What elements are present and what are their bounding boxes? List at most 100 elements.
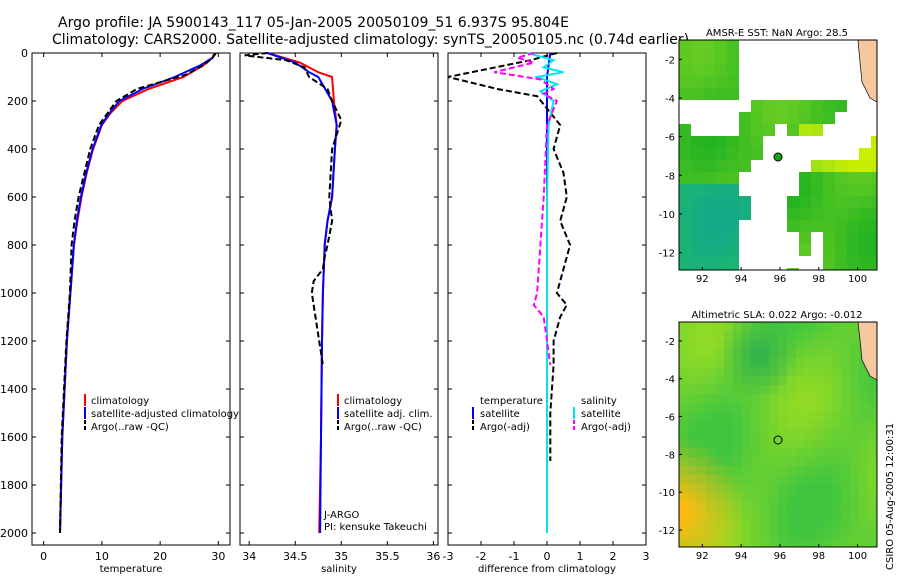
map-cell [811, 196, 823, 208]
map-cell [769, 349, 778, 358]
map-cell [841, 322, 850, 331]
map-cell [691, 136, 703, 148]
map-cell [847, 232, 859, 244]
sla-cells [679, 322, 877, 547]
map-cell [769, 331, 778, 340]
map-cell [868, 484, 877, 493]
map-cell [847, 160, 859, 172]
map-cell [733, 412, 742, 421]
map-cell [715, 184, 727, 196]
map-cell [796, 493, 805, 502]
map-cell [724, 493, 733, 502]
map-cell [706, 457, 715, 466]
map-cell [742, 475, 751, 484]
map-cell [823, 529, 832, 538]
map-x-tick-label: 96 [774, 274, 787, 285]
legend-text-sal-satellite: satellite [581, 409, 621, 420]
map-cell [835, 268, 847, 270]
map-cell [841, 457, 850, 466]
map-cell [859, 538, 868, 547]
map-cell [751, 439, 760, 448]
map-cell [868, 511, 877, 520]
map-cell [679, 52, 691, 64]
map-cell [850, 376, 859, 385]
map-cell [841, 439, 850, 448]
map-cell [823, 367, 832, 376]
map-cell [811, 124, 823, 136]
temperature-xlabel: temperature [100, 564, 163, 575]
map-cell [697, 484, 706, 493]
x-tick-label: -2 [476, 550, 487, 563]
map-cell [805, 439, 814, 448]
map-cell [811, 172, 823, 184]
map-cell [715, 322, 724, 331]
map-cell [706, 349, 715, 358]
map-cell [691, 256, 703, 268]
map-cell [751, 136, 763, 148]
map-cell [715, 331, 724, 340]
map-cell [850, 529, 859, 538]
map-cell [799, 100, 811, 112]
map-cell [799, 184, 811, 196]
map-cell [703, 40, 715, 52]
map-cell [859, 403, 868, 412]
map-cell [751, 349, 760, 358]
map-cell [679, 220, 691, 232]
map-cell [796, 412, 805, 421]
map-cell [715, 244, 727, 256]
map-cell [832, 484, 841, 493]
map-cell [859, 484, 868, 493]
map-cell [796, 520, 805, 529]
map-cell [769, 511, 778, 520]
map-cell [805, 430, 814, 439]
y-tick-label: 1200 [0, 335, 28, 348]
map-cell [727, 88, 739, 100]
salinity-legend: climatology satellite adj. clim. Argo(..… [323, 394, 433, 533]
map-cell [706, 412, 715, 421]
x-tick-label: 34 [242, 550, 256, 563]
map-cell [769, 385, 778, 394]
map-cell [688, 538, 697, 547]
map-cell [871, 220, 877, 232]
map-cell [868, 448, 877, 457]
map-cell [742, 394, 751, 403]
map-cell [703, 148, 715, 160]
program-annotation: J-ARGO [323, 510, 360, 521]
map-cell [742, 484, 751, 493]
map-cell [679, 208, 691, 220]
map-cell [727, 148, 739, 160]
map-cell [811, 208, 823, 220]
salinity-panel [239, 52, 439, 546]
map-x-tick-label: 96 [774, 551, 787, 562]
map-cell [691, 196, 703, 208]
map-cell [715, 358, 724, 367]
map-cell [778, 340, 787, 349]
map-cell [805, 511, 814, 520]
map-cell [706, 403, 715, 412]
map-cell [832, 322, 841, 331]
map-cell [679, 196, 691, 208]
map-cell [760, 421, 769, 430]
map-cell [871, 232, 877, 244]
map-cell [814, 349, 823, 358]
map-cell [835, 184, 847, 196]
map-cell [868, 439, 877, 448]
map-cell [760, 457, 769, 466]
map-cell [697, 466, 706, 475]
map-cell [751, 529, 760, 538]
map-cell [805, 403, 814, 412]
map-cell [823, 358, 832, 367]
map-cell [733, 520, 742, 529]
map-cell [691, 148, 703, 160]
map-cell [841, 484, 850, 493]
map-cell [688, 367, 697, 376]
map-cell [679, 502, 688, 511]
map-cell [715, 40, 727, 52]
map-cell [742, 367, 751, 376]
map-cell [796, 358, 805, 367]
map-cell [727, 136, 739, 148]
map-cell [715, 448, 724, 457]
map-cell [823, 172, 835, 184]
map-cell [742, 385, 751, 394]
difference-xlabel: difference from climatology [478, 564, 616, 575]
